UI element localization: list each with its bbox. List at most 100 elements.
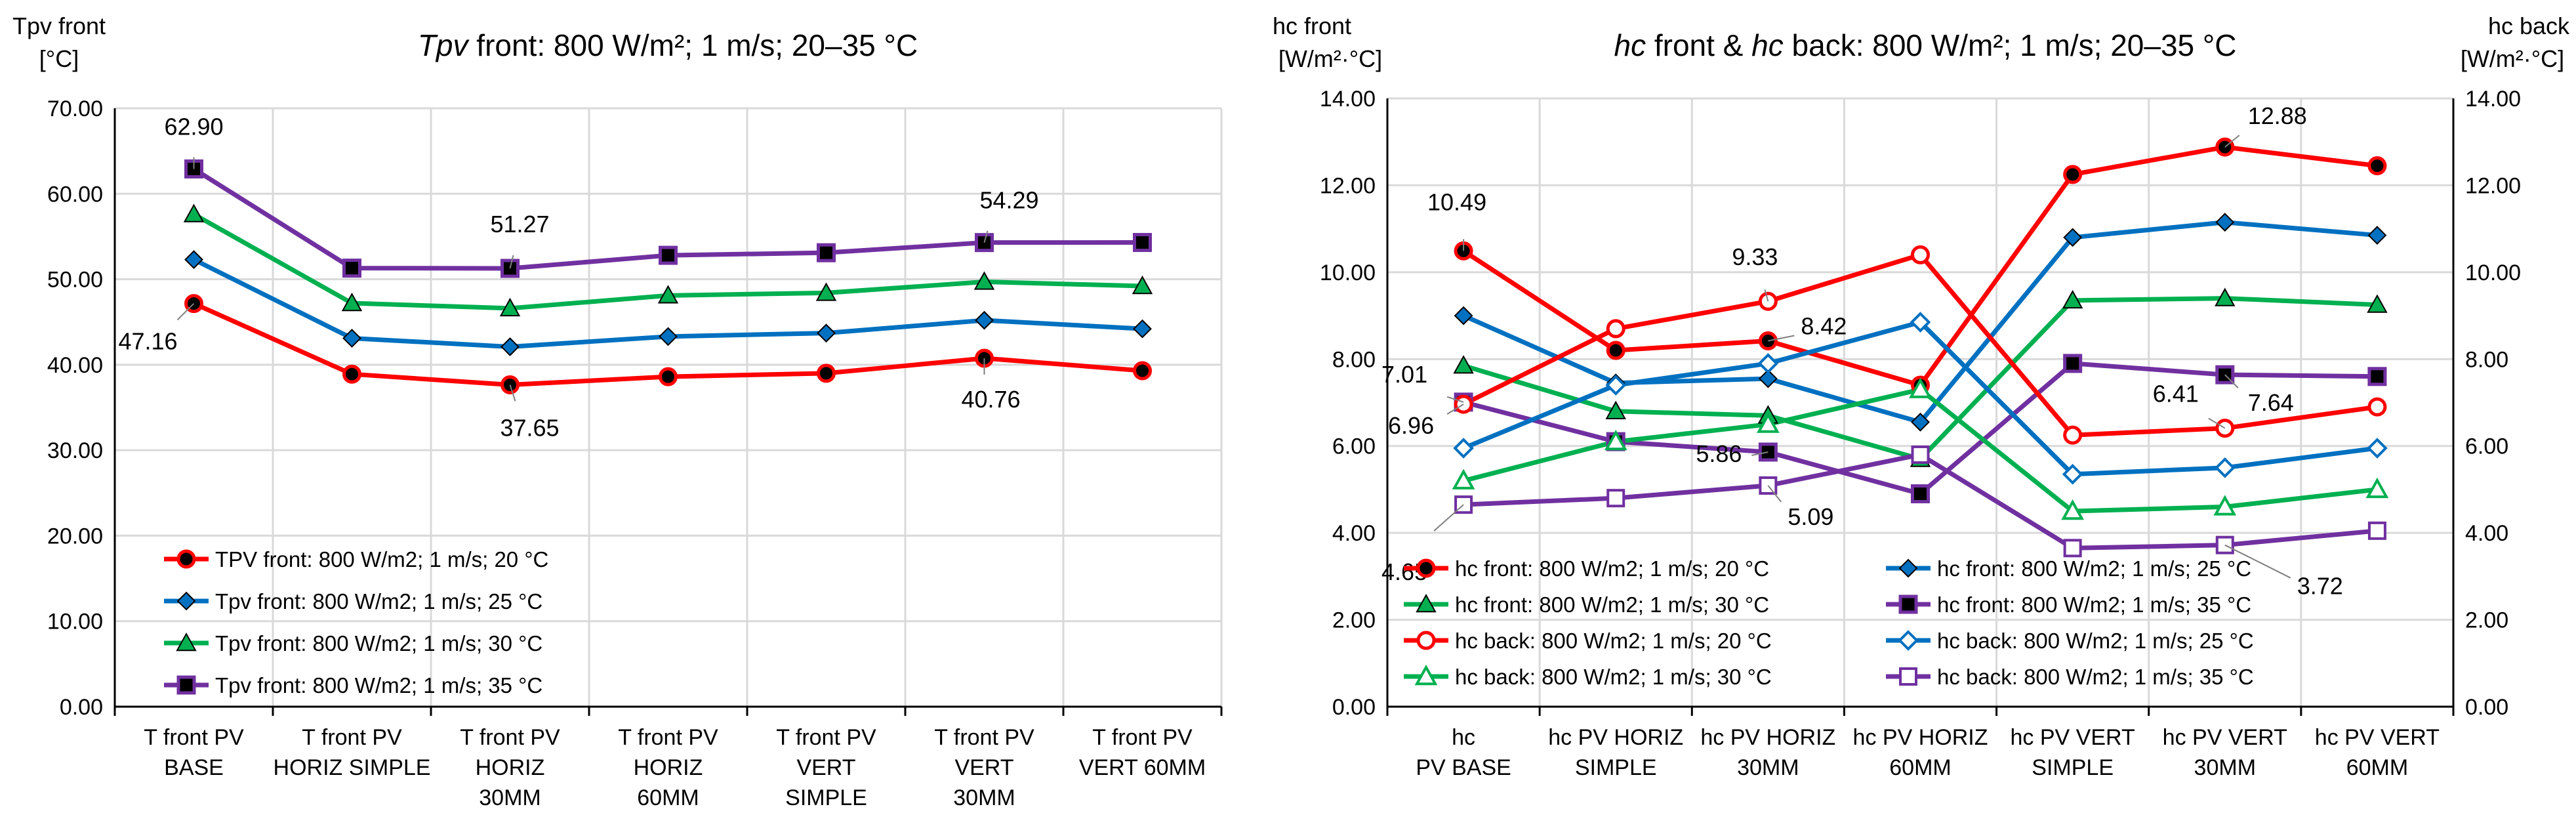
legend-label: hc front: 800 W/m2; 1 m/s; 25 °C <box>1937 556 2251 581</box>
data-point <box>2367 226 2387 245</box>
data-point <box>499 297 521 317</box>
x-tick-label: hc PV HORIZ <box>1700 725 1835 750</box>
data-point <box>815 282 837 301</box>
data-point <box>975 310 994 330</box>
y-tick-label: 6.00 <box>1332 434 1376 459</box>
data-point <box>2062 463 2083 485</box>
data-label: 9.33 <box>1732 243 1778 270</box>
annotation-leader <box>983 230 989 243</box>
x-tick-label: BASE <box>164 755 224 780</box>
data-label: 47.16 <box>118 328 177 355</box>
data-point <box>2365 477 2389 499</box>
y-tick-label: 10.00 <box>47 610 103 634</box>
legend-label: hc front: 800 W/m2; 1 m/s; 30 °C <box>1455 593 1769 617</box>
data-point <box>1758 369 1778 388</box>
y-axis-label: hc front <box>1273 12 1351 39</box>
data-label: 6.96 <box>1388 412 1434 439</box>
legend-marker <box>176 675 196 695</box>
legend-label: hc back: 800 W/m2; 1 m/s; 25 °C <box>1937 629 2254 653</box>
y-tick-label: 0.00 <box>1332 695 1376 720</box>
data-point <box>183 203 205 222</box>
data-point <box>184 250 203 270</box>
y2-tick-label: 0.00 <box>2465 695 2508 720</box>
annotation-leader <box>2208 417 2226 429</box>
data-point <box>2367 438 2388 459</box>
title-rest: front: 800 W/m²; 1 m/s; 20–35 °C <box>468 28 918 62</box>
x-tick-label: HORIZ <box>476 755 545 780</box>
data-point <box>2063 354 2083 373</box>
data-label: 62.90 <box>164 114 223 140</box>
data-label: 40.76 <box>961 386 1020 413</box>
data-point <box>1910 312 1931 333</box>
data-point <box>1133 361 1152 381</box>
data-point <box>817 364 836 383</box>
y2-tick-label: 2.00 <box>2465 608 2508 633</box>
x-tick-label: hc PV HORIZ <box>1853 725 1988 750</box>
data-point <box>2063 425 2083 445</box>
data-label: 8.42 <box>1801 312 1847 339</box>
legend-marker <box>1899 667 1917 686</box>
data-point <box>342 364 361 384</box>
data-point <box>2367 156 2387 176</box>
data-point <box>342 329 361 348</box>
x-tick-label: SIMPLE <box>785 785 867 810</box>
x-tick-label: HORIZ SIMPLE <box>274 755 431 780</box>
x-tick-label: hc PV HORIZ <box>1548 725 1683 750</box>
x-tick-label: hc PV VERT <box>2315 725 2440 750</box>
x-tick-label: T front PV <box>144 725 244 750</box>
legend-marker <box>1416 593 1437 613</box>
data-point <box>1911 484 1930 504</box>
title-part: hc <box>1751 28 1784 62</box>
x-tick-label: hc PV VERT <box>2011 725 2135 750</box>
y2-tick-label: 12.00 <box>2465 173 2521 198</box>
x-tick-label: T front PV <box>776 725 876 750</box>
data-label: 7.01 <box>1381 361 1427 388</box>
legend-label: hc front: 800 W/m2; 1 m/s; 20 °C <box>1455 556 1769 581</box>
data-point <box>817 323 836 343</box>
data-point <box>1909 377 1932 398</box>
legend-label: hc front: 800 W/m2; 1 m/s; 35 °C <box>1937 593 2251 617</box>
y-tick-label: 40.00 <box>47 353 103 378</box>
x-tick-label: 60MM <box>637 785 699 810</box>
y2-tick-label: 10.00 <box>2465 260 2521 285</box>
title-italic: Tpv <box>418 28 470 62</box>
data-label: 5.86 <box>1696 440 1742 467</box>
data-label: 10.49 <box>1427 188 1486 215</box>
annotation-leader <box>1446 404 1464 415</box>
legend-marker <box>176 549 196 569</box>
data-point <box>659 245 678 265</box>
x-tick-label: hc PV VERT <box>2163 725 2287 750</box>
data-label: 7.64 <box>2248 389 2294 416</box>
data-point <box>1453 355 1474 374</box>
x-tick-label: 60MM <box>1889 755 1951 780</box>
data-point <box>2367 367 2387 386</box>
data-point <box>1605 400 1626 419</box>
data-point <box>1758 442 1778 462</box>
data-point <box>1757 353 1779 374</box>
annotation-leader <box>1768 335 1795 342</box>
data-point <box>817 243 836 262</box>
data-point <box>2063 228 2083 247</box>
y2-tick-label: 4.00 <box>2465 521 2508 546</box>
data-point <box>1911 412 1930 432</box>
annotation-leader <box>1751 451 1768 456</box>
annotation-leader <box>509 255 514 269</box>
data-point <box>2063 165 2083 184</box>
x-tick-label: 60MM <box>2346 755 2408 780</box>
data-label: 3.72 <box>2297 573 2343 600</box>
data-point <box>342 259 361 278</box>
y-tick-label: 14.00 <box>1320 87 1376 112</box>
y-tick-label: 20.00 <box>47 524 103 549</box>
legend-marker <box>1414 664 1438 686</box>
x-tick-label: HORIZ <box>634 755 703 780</box>
data-point <box>973 271 995 290</box>
heat-transfer-chart: 0.00 0.00 2.00 2.00 4.00 4.00 6.00 6.00 8.00 8.00… <box>1273 12 2570 780</box>
x-tick-label: T front PV <box>1092 725 1193 750</box>
y-tick-label: 60.00 <box>47 182 103 207</box>
data-point <box>1132 275 1153 295</box>
x-tick-label: VERT <box>796 755 855 780</box>
y2-tick-label: 8.00 <box>2465 347 2508 372</box>
data-point <box>1911 245 1930 264</box>
y-tick-label: 2.00 <box>1332 608 1376 633</box>
data-point <box>1606 341 1625 360</box>
